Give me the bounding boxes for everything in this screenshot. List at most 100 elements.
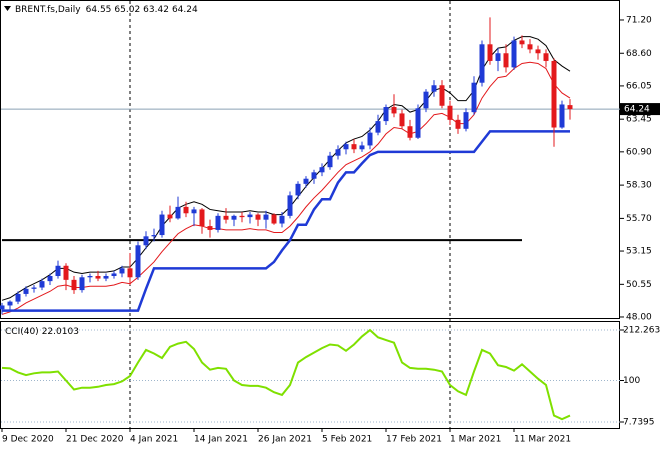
candle-body [439,85,445,106]
candle-body [263,214,269,220]
candle-body [87,276,93,278]
candle-body [423,91,429,109]
y-tick-label: 53.15 [626,247,652,257]
indicator-line [1,328,571,421]
candle-body [503,53,509,68]
candle-body [463,112,469,129]
candle-body [7,301,13,306]
candle-body [231,215,237,220]
candle-body [495,53,501,61]
candle-body [175,206,181,219]
candle-body [15,293,21,302]
candle-body [511,40,517,68]
y-tick-label: 58.30 [626,181,652,191]
candle-body [103,276,109,279]
chart-header: BRENT.fs,Daily 64.55 65.02 63.42 64.24 [15,5,198,15]
candle-body [367,132,373,146]
y-tick-label: 48.00 [626,312,652,322]
candle-body [479,44,485,83]
candle-body [23,288,29,294]
candle-body [223,215,229,220]
y-tick-label: 50.55 [626,280,652,290]
y-tick-label: 68.60 [626,49,652,59]
menu-arrow [4,6,11,11]
candle-body [111,273,117,277]
candle-body [191,209,197,214]
candle-body [31,287,37,289]
price-panel-frame [0,0,620,319]
x-tick-label: 26 Jan 2021 [258,435,312,445]
candle-body [159,214,165,236]
indicator-header: CCI(40) 22.0103 [5,327,79,337]
candle-body [407,126,413,138]
candle-body [71,279,77,291]
candle-body [455,119,461,129]
x-tick-label: 11 Mar 2021 [514,435,571,445]
candle-body [143,236,149,246]
indicator-tick-label: 7.7395 [623,418,655,428]
indicator-title: CCI(40) [5,327,39,337]
candle-body [311,172,317,179]
candle-body [95,276,101,279]
last-open: 64.55 [86,5,112,15]
y-tick-label: 71.20 [626,15,652,25]
x-tick-label: 1 Mar 2021 [450,435,501,445]
x-tick-label: 17 Feb 2021 [386,435,442,445]
marks: 71.20 68.60 66.05 63.45 60.90 58.30 55.70 53.15… [0,15,660,445]
last-price-label: 64.24 [624,105,650,115]
candle-body [295,183,301,196]
candle-body [391,107,397,114]
y-tick-label: 55.70 [626,214,652,224]
candle-body [79,277,85,291]
candle-body [207,226,213,230]
candle-body [559,104,565,128]
candle-body [447,105,453,120]
candle-body [127,268,133,278]
candle-body [135,245,141,278]
x-tick-label: 14 Jan 2021 [194,435,248,445]
candle-body [47,276,53,282]
candle-body [255,214,261,220]
candle-body [63,265,69,280]
candle-body [303,178,309,184]
candle-body [527,44,533,50]
x-tick-label: 21 Dec 2020 [66,435,124,445]
x-tick-label: 4 Jan 2021 [130,435,178,445]
last-price-box [620,103,660,116]
candle-body [431,85,437,92]
candle-body [351,144,357,150]
candle-body [39,281,45,288]
candle-body [343,144,349,150]
candle-body [239,215,245,218]
y-tick-label: 63.45 [626,115,652,125]
overlay-line [2,130,570,312]
candle-body [519,40,525,45]
candle-body [199,209,205,227]
candle-body [279,215,285,224]
candle-body [471,82,477,113]
last-high: 65.02 [114,5,140,15]
y-tick-label: 66.05 [626,81,652,91]
candle-body [335,149,341,156]
last-low: 63.42 [143,5,169,15]
indicator-last: 22.0103 [42,327,79,337]
candle-body [535,49,541,54]
candle-body [151,235,157,237]
candle-body [359,145,365,150]
overlay-line [1,61,571,315]
candle-body [415,108,421,138]
candle-body [119,268,125,274]
y-tick-label: 60.90 [626,147,652,157]
candle-body [167,214,173,219]
indicator-tick-label: 100 [623,376,640,386]
candle-body [383,107,389,122]
candle-body [55,265,61,277]
indicator-panel-frame [0,321,620,429]
candle-body [543,53,549,61]
candle-body [487,44,493,61]
overlay-line [1,36,571,301]
candle-body [287,195,293,216]
last-close: 64.24 [172,5,198,15]
candle-body [399,113,405,127]
candle-body [319,167,325,173]
